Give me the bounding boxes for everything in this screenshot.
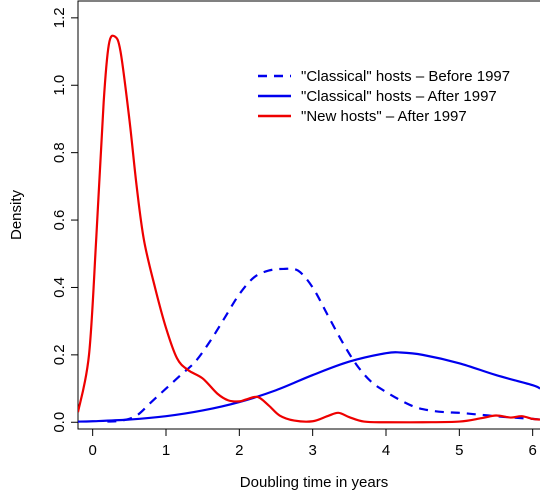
x-tick-label: 6 [528, 442, 536, 459]
y-tick-label: 1.2 [51, 7, 68, 28]
y-tick-label: 1.0 [51, 75, 68, 96]
x-tick-label: 4 [382, 442, 390, 459]
y-tick-label: 0.6 [51, 210, 68, 231]
plot-area [78, 34, 540, 424]
y-tick-label: 0.2 [51, 344, 68, 365]
series-line-2 [78, 351, 540, 423]
plot-frame [77, 0, 540, 430]
y-tick-label: 0.8 [51, 142, 68, 163]
x-axis-label: Doubling time in years [240, 474, 388, 491]
series-line-3 [78, 34, 540, 424]
axes: 0 1 2 3 4 5 6 0.0 0.2 0.4 0.6 0.8 1.0 1.2 [51, 0, 540, 459]
legend: "Classical" hosts – Before 1997 "Classica… [258, 68, 510, 125]
legend-label-3: "New hosts" – After 1997 [301, 108, 467, 125]
x-tick-label: 2 [235, 442, 243, 459]
y-tick-label: 0.4 [51, 277, 68, 298]
x-tick-label: 1 [162, 442, 170, 459]
x-tick-label: 0 [88, 442, 96, 459]
legend-label-1: "Classical" hosts – Before 1997 [301, 68, 510, 85]
x-tick-label: 3 [308, 442, 316, 459]
series-line-1 [107, 267, 540, 423]
x-tick-label: 5 [455, 442, 463, 459]
legend-label-2: "Classical" hosts – After 1997 [301, 88, 497, 105]
y-tick-label: 0.0 [51, 412, 68, 433]
y-axis-label: Density [8, 189, 25, 240]
